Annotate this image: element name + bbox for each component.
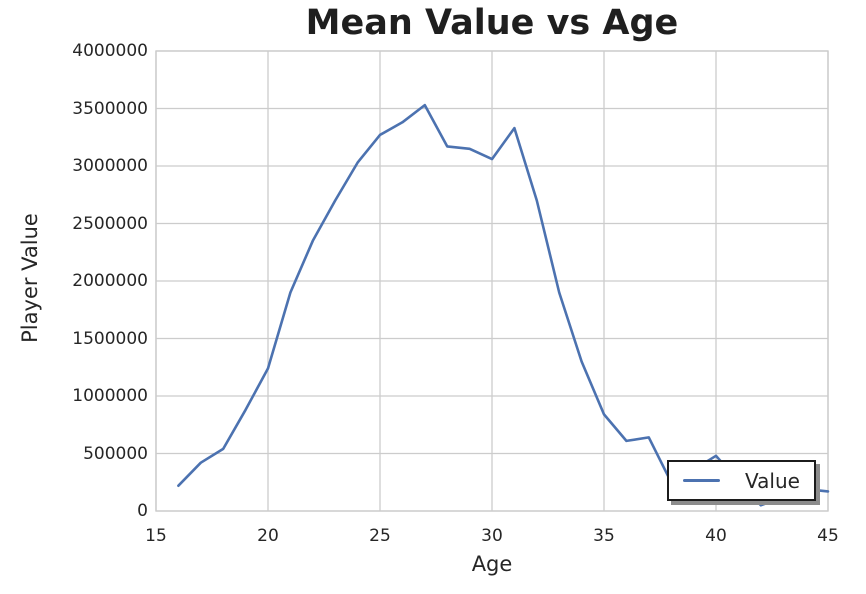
legend: Value <box>667 460 816 501</box>
x-axis-label: Age <box>471 552 513 576</box>
y-tick-label: 4000000 <box>72 41 148 61</box>
x-tick-label: 20 <box>257 526 279 546</box>
x-tick-label: 25 <box>369 526 391 546</box>
plot-border <box>155 50 829 512</box>
legend-line-sample <box>683 479 720 482</box>
y-tick-label: 0 <box>137 501 148 521</box>
x-tick-label: 45 <box>817 526 839 546</box>
y-tick-label: 3000000 <box>72 156 148 176</box>
x-tick-label: 15 <box>145 526 167 546</box>
x-tick-label: 30 <box>481 526 503 546</box>
legend-label: Value <box>745 468 800 493</box>
y-tick-label: 500000 <box>83 443 148 464</box>
y-tick-label: 1500000 <box>72 328 148 349</box>
x-tick-label: 35 <box>593 526 615 546</box>
y-tick-label: 1000000 <box>72 386 148 406</box>
value-line-series <box>177 103 830 507</box>
y-tick-label: 2000000 <box>72 271 148 291</box>
chart-title: Mean Value vs Age <box>305 3 679 43</box>
y-tick-label: 3500000 <box>72 98 148 119</box>
x-tick-label: 40 <box>705 526 727 546</box>
y-tick-label: 2500000 <box>72 213 148 234</box>
